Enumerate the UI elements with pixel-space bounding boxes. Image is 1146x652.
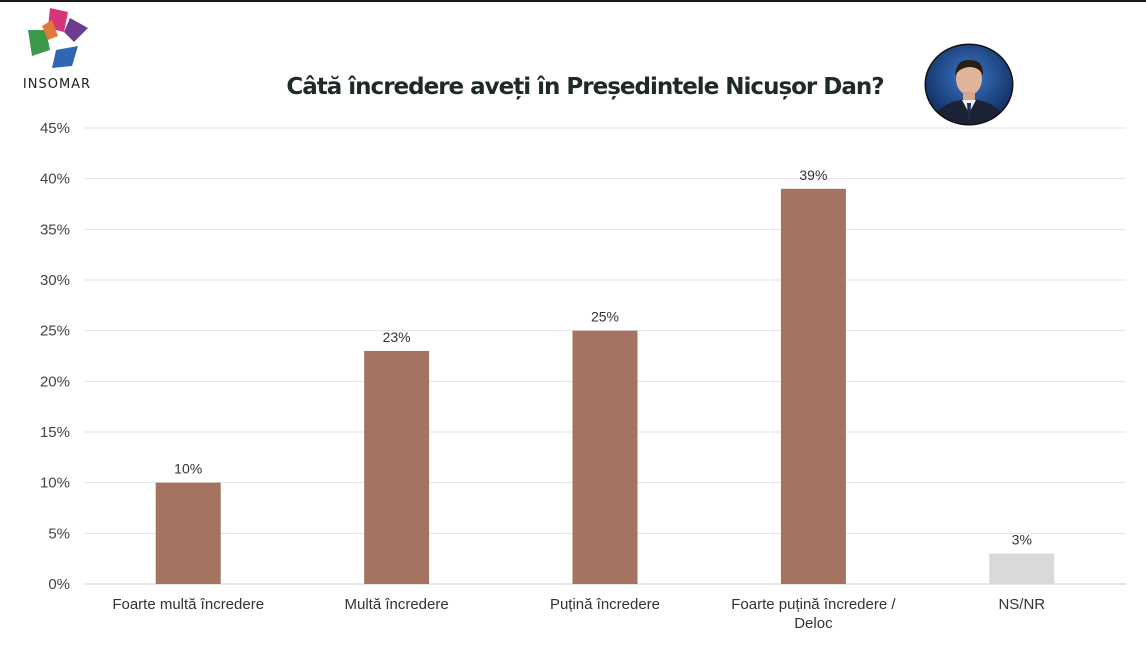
x-tick-label: Foarte multă încredere [112,596,264,613]
avatar [924,43,1014,126]
top-rule [0,0,1146,2]
bar [780,188,846,585]
data-label: 23% [383,329,411,345]
person-portrait-icon [924,43,1014,126]
brand-name: INSOMAR [22,77,92,92]
y-axis-ticks: 0% 5% 10% 15% 20% 25% 30% 35% 40% 45% [40,120,70,593]
data-label: 25% [591,309,619,325]
x-axis-labels: Foarte multă încredere Multă încredere Puț… [112,596,1045,632]
x-tick-label: Deloc [794,615,833,632]
y-tick-label: 45% [40,120,70,137]
bar [364,350,430,584]
bar [572,330,638,584]
bar [155,482,221,584]
x-tick-label: NS/NR [998,596,1045,613]
y-tick-label: 0% [48,576,70,593]
data-label: 3% [1012,532,1032,548]
y-tick-label: 20% [40,373,70,390]
data-label: 10% [174,461,202,477]
x-tick-label: Foarte puțină încredere / [731,596,896,613]
bar [989,553,1055,584]
x-tick-label: Multă încredere [344,596,448,613]
insomar-logo-icon [28,8,88,68]
data-labels: 10% 23% 25% 39% 3% [174,167,1032,548]
y-tick-label: 15% [40,424,70,441]
data-label: 39% [799,167,827,183]
y-tick-label: 25% [40,323,70,340]
x-tick-label: Puțină încredere [550,596,660,613]
chart-title: Câtă încredere aveți în Președintele Nic… [286,74,884,100]
y-tick-label: 40% [40,171,70,188]
y-tick-label: 10% [40,475,70,492]
y-tick-label: 5% [48,525,70,542]
insomar-logo: INSOMAR [14,6,100,96]
y-tick-label: 35% [40,221,70,238]
bars [155,188,1055,585]
y-tick-label: 30% [40,272,70,289]
